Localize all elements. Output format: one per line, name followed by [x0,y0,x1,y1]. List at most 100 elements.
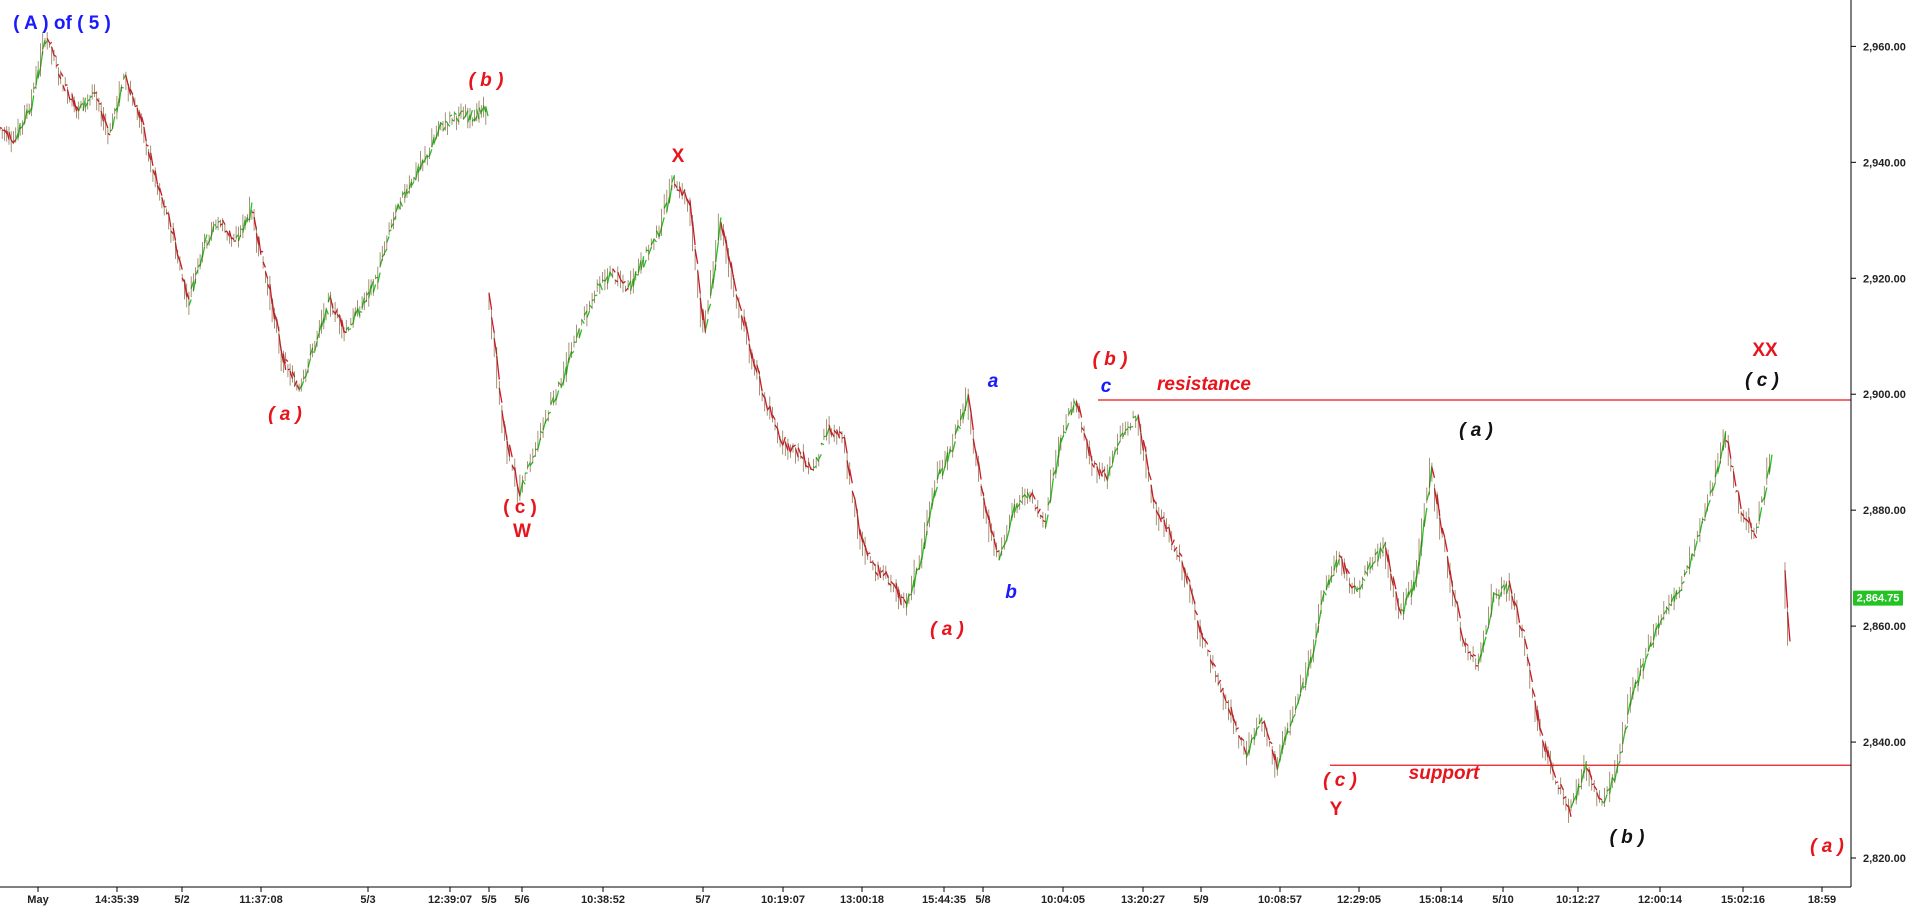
price-stroke [1279,745,1284,761]
price-stroke [625,287,629,292]
price-stroke [527,462,531,468]
price-stroke [1614,766,1619,781]
price-stroke [923,530,928,550]
price-stroke [1328,575,1333,586]
price-stroke [740,315,745,327]
price-stroke [1019,499,1023,504]
price-stroke [1439,517,1443,534]
price-stroke [617,271,622,280]
wave-label: ( a ) [1810,836,1844,857]
price-stroke [1132,415,1136,419]
price-stroke [684,192,689,202]
price-stroke [1552,769,1557,778]
price-stroke [632,271,637,287]
price-stroke [1024,494,1028,499]
price-stroke [1784,570,1789,608]
price-series: 2,864.75 [0,32,1903,823]
price-stroke [1153,499,1157,505]
price-stroke [596,283,601,287]
price-stroke [789,445,794,453]
price-stroke [1379,547,1384,554]
last-price-badge [1853,590,1903,606]
price-stroke [1021,493,1026,498]
price-stroke [1426,491,1431,501]
price-stroke [1704,506,1709,518]
price-segment [0,32,489,392]
price-stroke [1220,687,1224,693]
price-stroke [1269,741,1273,745]
price-stroke [1194,609,1199,616]
price-stroke [1253,729,1258,740]
x-tick-label: 15:44:35 [922,894,966,906]
price-segment [1784,562,1791,646]
price-stroke [1542,740,1546,752]
price-stroke [1039,514,1044,519]
price-stroke [488,293,493,310]
price-stroke [1536,709,1541,731]
price-stroke [1454,598,1459,606]
price-stroke [694,248,699,264]
price-stroke [1601,800,1605,804]
x-tick-label: 10:04:05 [1041,894,1085,906]
price-stroke [1212,662,1217,667]
price-stroke [1142,440,1147,452]
price-stroke [655,230,660,237]
price-stroke [622,280,626,284]
price-stroke [972,438,977,454]
price-stroke [1338,554,1343,559]
price-stroke [784,441,789,451]
price-stroke [1624,725,1629,731]
price-stroke [1678,589,1683,593]
price-stroke [1271,749,1276,761]
price-stroke [1346,568,1351,575]
price-stroke [1740,512,1745,517]
wave-label: ( c ) [1323,770,1357,791]
price-stroke [1086,439,1090,456]
price-stroke [1166,526,1170,529]
price-stroke [954,425,959,435]
price-stroke [642,259,647,268]
price-stroke [702,309,707,333]
price-stroke [1706,499,1711,508]
price-stroke [1001,544,1005,550]
price-stroke [908,593,912,597]
price-stroke [1727,441,1732,459]
price-stroke [547,411,552,415]
price-stroke [1366,562,1371,571]
price-stroke [1256,725,1260,730]
price-stroke [1160,516,1165,520]
price-stroke [671,174,676,183]
price-stroke [1034,506,1039,510]
price-stroke [568,351,573,361]
price-stroke [1331,574,1335,578]
price-stroke [1042,520,1046,523]
price-stroke [797,447,802,455]
price-stroke [1558,787,1561,790]
price-stroke [650,239,655,246]
price-stroke [1642,659,1647,672]
price-stroke [1215,675,1219,678]
price-stroke [1137,415,1142,433]
price-stroke [913,568,918,588]
y-tick-label: 2,840.00 [1863,737,1906,749]
price-stroke [540,430,544,434]
price-stroke [818,454,822,460]
price-stroke [1173,546,1178,552]
price-stroke [779,438,784,446]
price-stroke [1114,447,1119,452]
price-stroke [1364,570,1369,575]
price-stroke [1096,466,1101,477]
price-stroke [831,431,835,438]
price-stroke [1446,556,1451,576]
level-lines [1098,399,1851,766]
y-tick-label: 2,920.00 [1863,273,1906,285]
price-stroke [946,448,951,462]
wave-label: resistance [1157,374,1251,395]
price-stroke [1395,591,1400,607]
price-stroke [1518,625,1523,632]
price-stroke [681,189,686,196]
price-stroke [589,304,593,309]
price-stroke [905,594,910,608]
price-stroke [1467,651,1471,654]
x-tick-label: 5/8 [975,894,990,906]
